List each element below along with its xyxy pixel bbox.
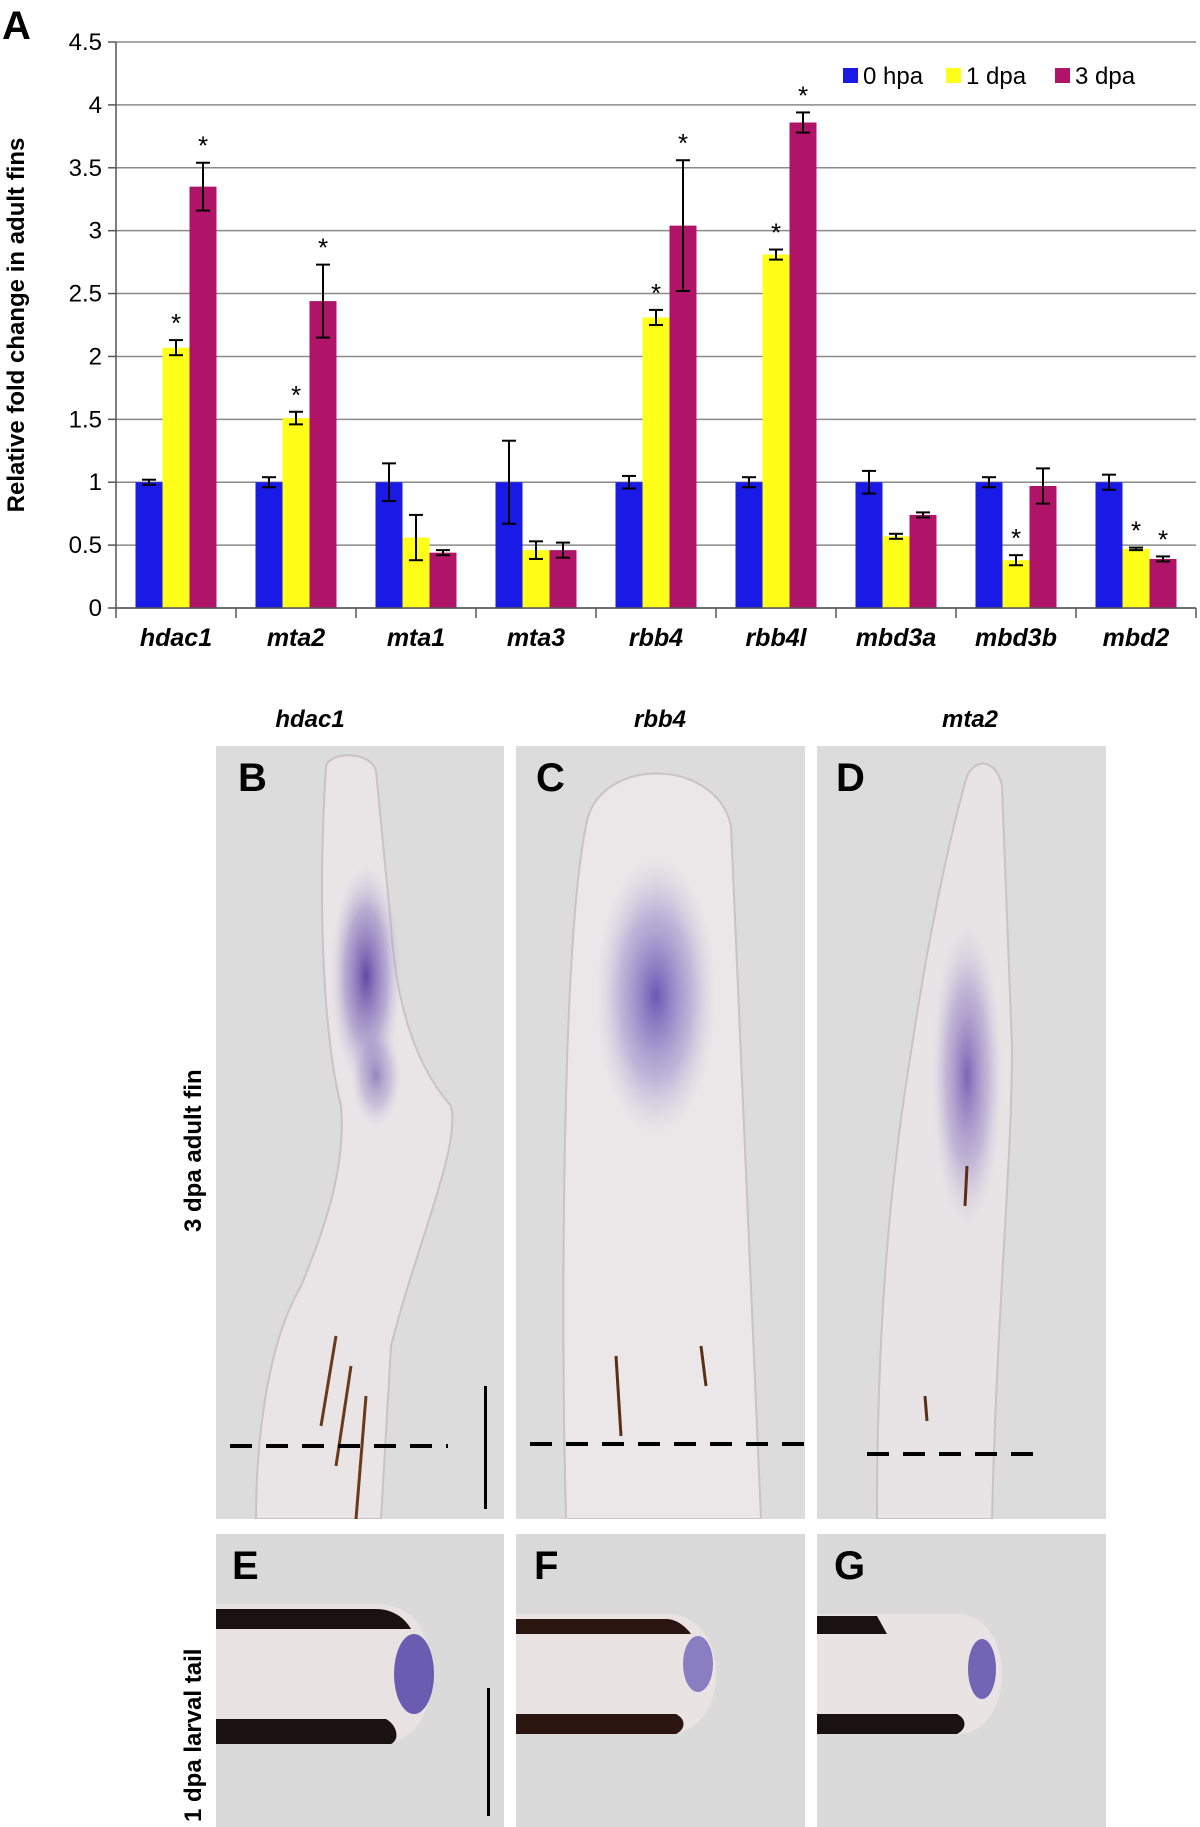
- bar: [255, 482, 283, 608]
- bar: [189, 186, 217, 608]
- y-axis-label: Relative fold change in adult fins: [3, 138, 30, 513]
- bar: [789, 122, 817, 609]
- x-tick-label: mta1: [387, 624, 445, 652]
- significance-asterisk: *: [171, 308, 181, 338]
- larval-tail-image: [817, 1534, 1106, 1827]
- panel-letter-g: G: [834, 1544, 866, 1588]
- bar: [1122, 548, 1150, 608]
- larval-tail-image: [216, 1534, 504, 1827]
- significance-asterisk: *: [798, 80, 808, 110]
- bar: [375, 482, 403, 608]
- y-tick-label: 0: [89, 595, 102, 622]
- y-tick-label: 1.5: [69, 406, 102, 433]
- y-tick-label: 4: [89, 92, 102, 119]
- bar: [735, 482, 763, 608]
- panel-letter-c: C: [536, 756, 565, 800]
- scale-bar-bottom: [487, 1688, 490, 1816]
- panel-letter-e: E: [232, 1544, 259, 1588]
- significance-asterisk: *: [1131, 516, 1141, 546]
- bar: [135, 482, 163, 608]
- bar: [162, 347, 190, 608]
- scale-bar-top: [484, 1386, 487, 1509]
- bar: [1149, 558, 1177, 608]
- panel-letter-d: D: [836, 756, 865, 800]
- legend-label: 1 dpa: [966, 63, 1027, 90]
- bar: [1002, 560, 1030, 608]
- significance-asterisk: *: [318, 233, 328, 263]
- x-tick-label: mta3: [507, 624, 565, 652]
- bar: [855, 482, 883, 608]
- x-tick-label: hdac1: [140, 624, 212, 652]
- bar: [615, 482, 643, 608]
- bar: [975, 482, 1003, 608]
- significance-asterisk: *: [678, 128, 688, 158]
- bar: [282, 418, 310, 608]
- bar: [309, 301, 337, 608]
- bar: [549, 550, 577, 608]
- bar-chart: 0 0.5 1 1.5 2 2.5 3 3.5 4 4.5 Relative fold change…: [3, 29, 1197, 652]
- y-tick-label: 1: [89, 469, 102, 496]
- column-title-rbb4: rbb4: [633, 706, 686, 733]
- x-tick-label: mbd3b: [975, 624, 1057, 652]
- legend-swatch: [946, 68, 961, 83]
- legend-swatch: [1055, 68, 1070, 83]
- significance-asterisk: *: [651, 278, 661, 308]
- bar: [882, 536, 910, 608]
- x-tick-label: rbb4: [629, 624, 683, 652]
- micrograph-d-mta2: [817, 746, 1106, 1519]
- significance-asterisk: *: [1011, 523, 1021, 553]
- panel-letter-a: A: [2, 4, 31, 48]
- x-tick-label: mta2: [267, 624, 325, 652]
- y-tick-label: 2: [89, 343, 102, 370]
- micrograph-e-hdac1: [216, 1534, 504, 1827]
- row-label-larval-tail: 1 dpa larval tail: [180, 1648, 207, 1822]
- micrograph-c-rbb4: [516, 746, 805, 1519]
- bar: [429, 552, 457, 608]
- bar: [909, 514, 937, 608]
- legend-swatch: [843, 68, 858, 83]
- x-tick-label: rbb4l: [745, 624, 807, 652]
- significance-asterisk: *: [771, 218, 781, 248]
- column-title-mta2: mta2: [941, 706, 999, 733]
- larval-tail-image: [516, 1534, 805, 1827]
- legend-label: 3 dpa: [1075, 63, 1136, 90]
- micrograph-f-rbb4: [516, 1534, 805, 1827]
- fin-section-image: [216, 746, 504, 1519]
- bar: [762, 254, 790, 608]
- column-title-hdac1: hdac1: [275, 706, 345, 733]
- x-tick-label: mbd3a: [856, 624, 937, 652]
- y-tick-label: 3.5: [69, 155, 102, 182]
- significance-asterisk: *: [198, 131, 208, 161]
- fin-section-image: [817, 746, 1106, 1519]
- y-tick-label: 3: [89, 218, 102, 245]
- significance-asterisk: *: [1158, 524, 1168, 554]
- x-tick-label: mbd2: [1103, 624, 1170, 652]
- y-tick-label: 0.5: [69, 532, 102, 559]
- legend-label: 0 hpa: [863, 63, 924, 90]
- bar: [1029, 485, 1057, 608]
- panel-letter-b: B: [238, 756, 267, 800]
- y-tick-label: 2.5: [69, 281, 102, 308]
- micrograph-b-hdac1: [216, 746, 504, 1519]
- row-label-adult-fin: 3 dpa adult fin: [180, 1069, 207, 1232]
- significance-asterisk: *: [291, 380, 301, 410]
- micrograph-g-mta2: [817, 1534, 1106, 1827]
- bar: [1095, 482, 1123, 608]
- panel-letter-f: F: [534, 1544, 559, 1588]
- bar: [642, 317, 670, 608]
- y-tick-label: 4.5: [69, 29, 102, 56]
- fin-section-image: [516, 746, 805, 1519]
